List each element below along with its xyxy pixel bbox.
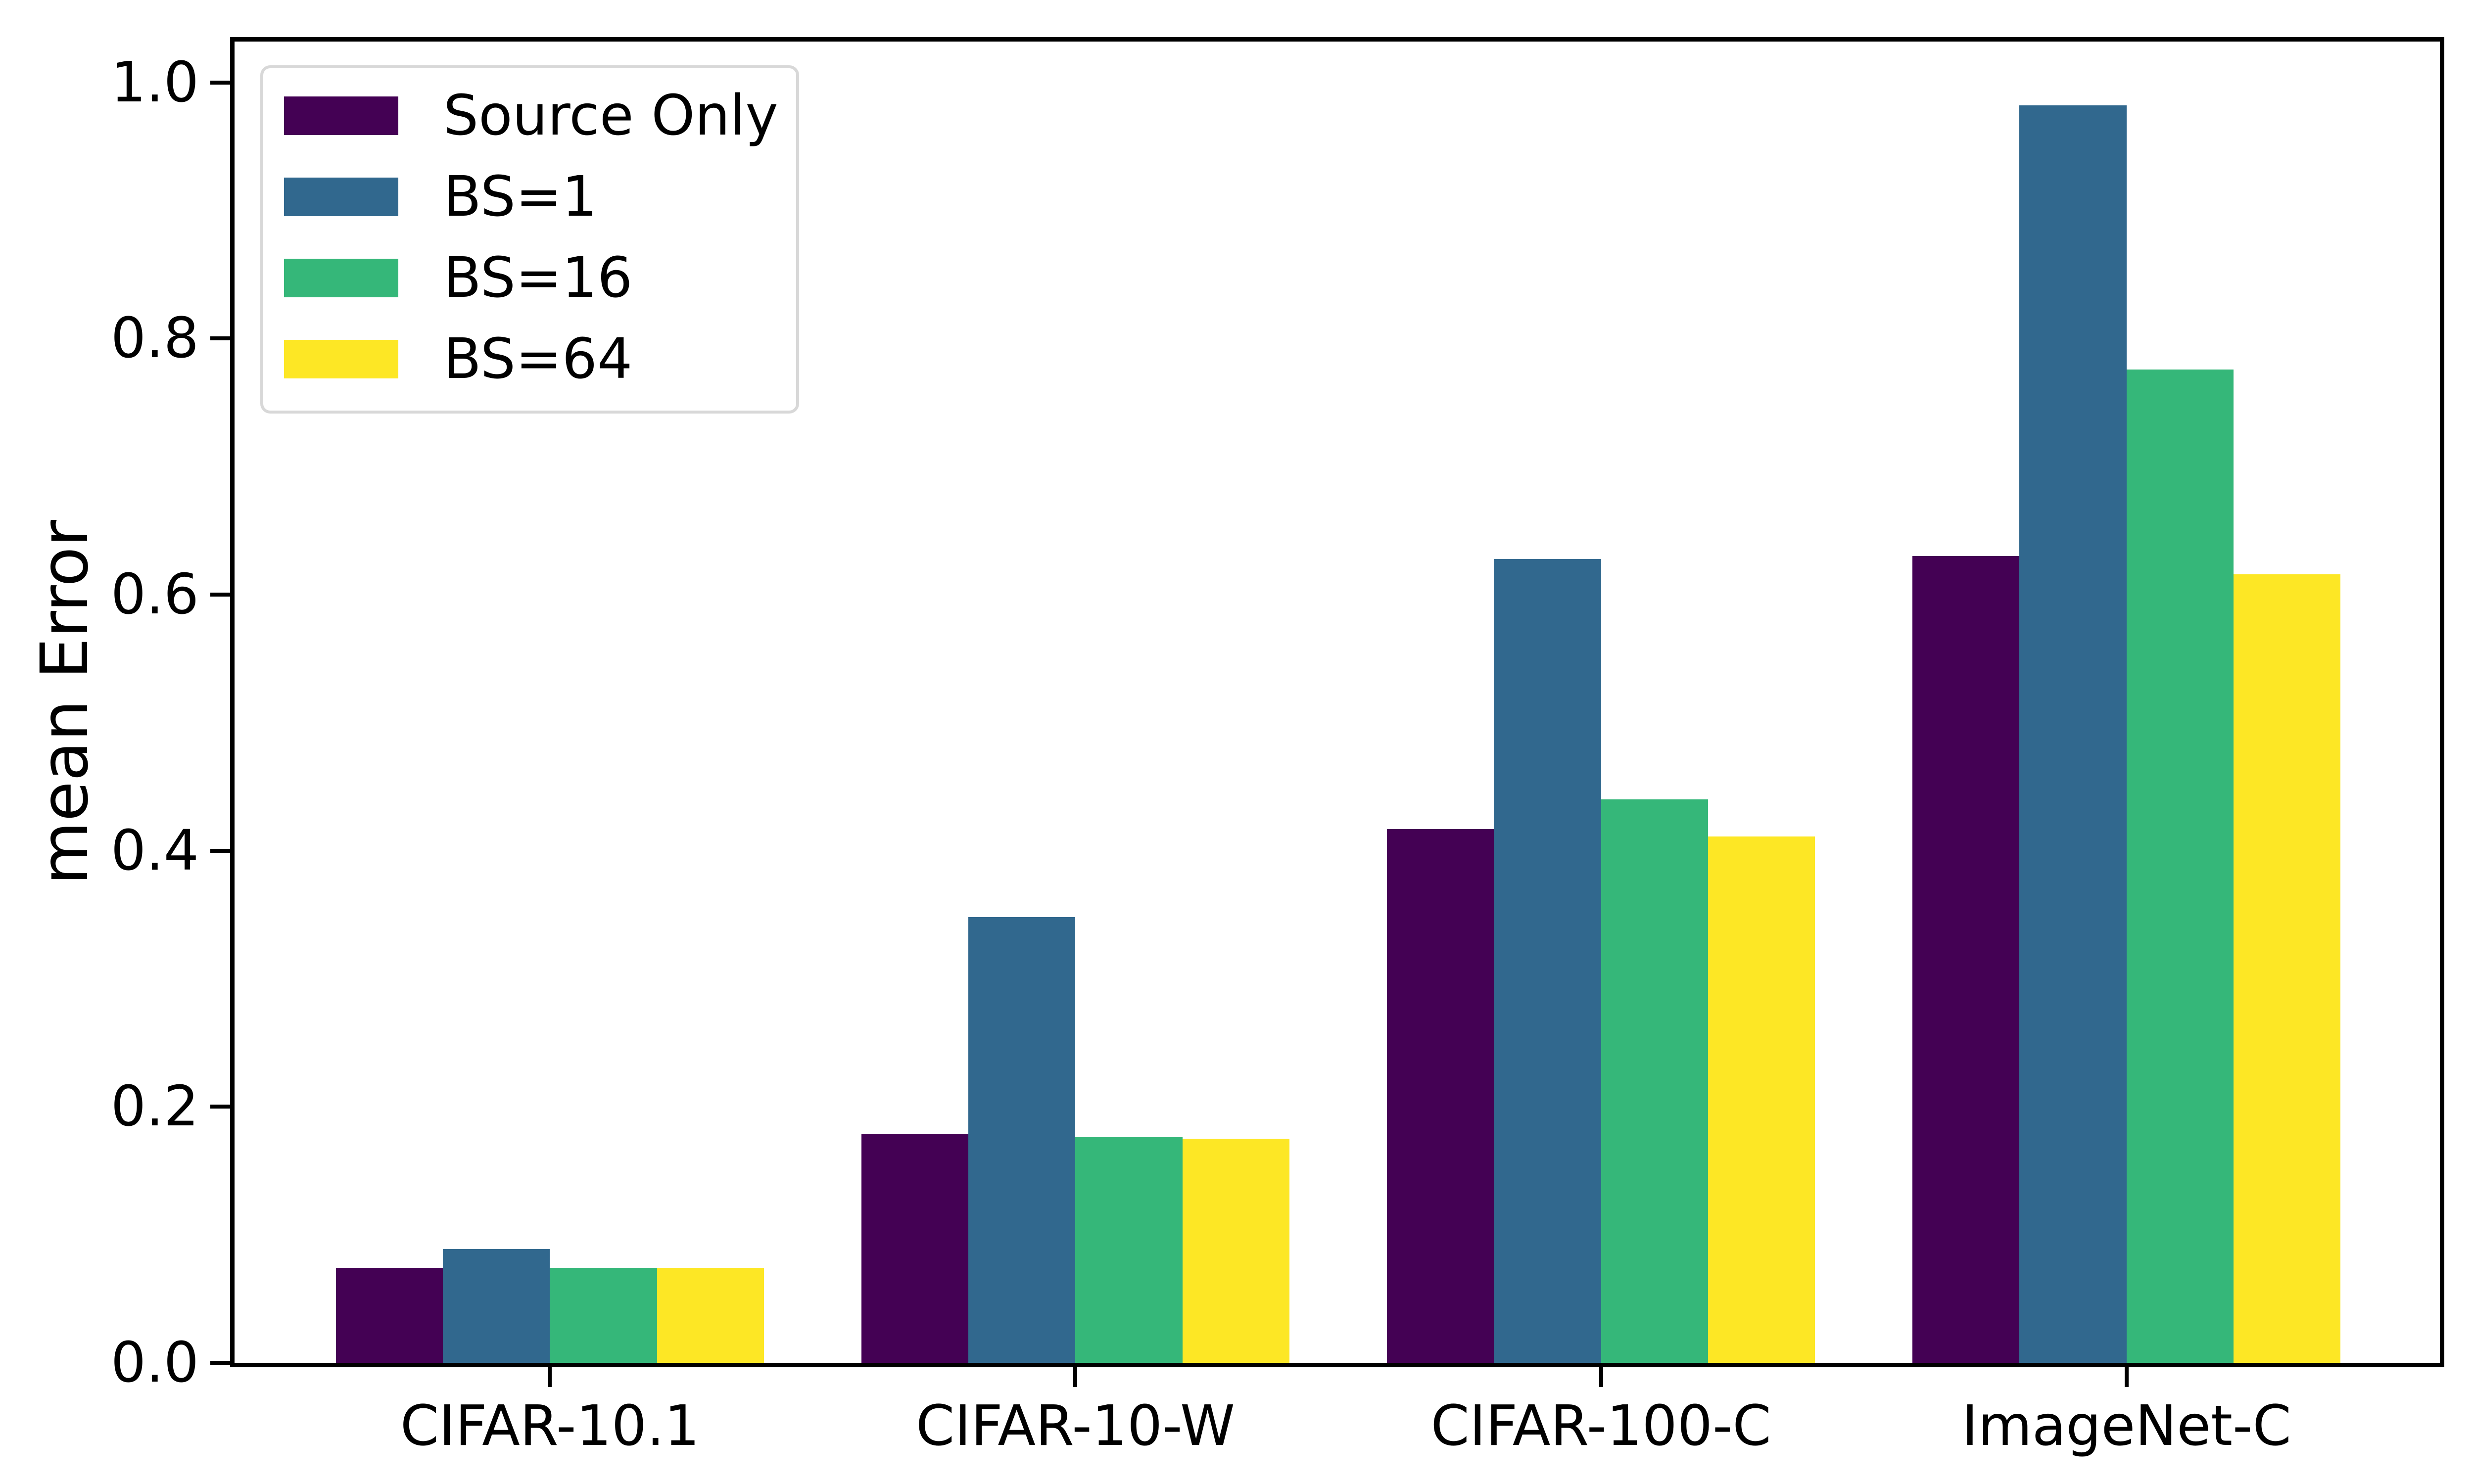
y-tick-mark-0.0 [210,1361,230,1365]
bar-cifar-10-w-source-only [861,1133,969,1363]
legend-label-bs-64: BS=64 [443,327,633,391]
bar-cifar-10-1-bs-64 [657,1268,764,1363]
legend-label-bs-16: BS=16 [443,246,633,310]
legend-swatch-source-only [284,96,398,135]
legend-label-bs-1: BS=1 [443,165,598,229]
bar-imagenet-c-bs-1 [2019,105,2127,1363]
y-tick-label-0.8: 0.8 [110,306,199,371]
y-tick-label-0.6: 0.6 [110,562,199,627]
legend-swatch-bs-64 [284,340,398,378]
bar-cifar-100-c-bs-64 [1708,836,1815,1363]
x-tick-mark-imagenet-c [2124,1367,2129,1387]
x-tick-mark-cifar-10-w [1073,1367,1078,1387]
bar-cifar-10-w-bs-1 [968,917,1076,1363]
legend: Source Only BS=1 BS=16 BS=64 [260,65,799,414]
plot-area: 0.0 0.2 0.4 0.6 0.8 1.0 CIFAR-10.1 CIFAR-10-W C… [111,37,2444,1454]
x-tick-label-cifar-100-c: CIFAR-100-C [1430,1394,1771,1458]
y-tick-label-0.0: 0.0 [110,1331,199,1395]
legend-swatch-bs-1 [284,178,398,216]
y-tick-mark-0.4 [210,848,230,853]
x-tick-mark-cifar-100-c [1599,1367,1603,1387]
bar-cifar-100-c-bs-1 [1494,558,1601,1363]
y-tick-label-0.2: 0.2 [110,1074,199,1139]
legend-entry-bs-64: BS=64 [284,319,796,400]
y-tick-mark-0.2 [210,1105,230,1109]
bar-cifar-100-c-bs-16 [1601,799,1708,1363]
bar-imagenet-c-source-only [1912,556,2020,1363]
x-tick-label-cifar-10-1: CIFAR-10.1 [400,1394,700,1458]
bar-cifar-10-1-source-only [336,1268,443,1363]
y-tick-mark-0.8 [210,336,230,341]
bar-imagenet-c-bs-64 [2233,574,2340,1363]
legend-entry-source-only: Source Only [284,75,796,156]
bar-cifar-10-1-bs-16 [550,1268,657,1363]
legend-entry-bs-1: BS=1 [284,156,796,237]
bar-cifar-10-w-bs-64 [1182,1139,1289,1363]
bar-cifar-10-w-bs-16 [1075,1137,1183,1363]
legend-label-source-only: Source Only [443,84,778,148]
x-tick-mark-cifar-10-1 [548,1367,552,1387]
y-tick-label-0.4: 0.4 [110,818,199,883]
legend-entry-bs-16: BS=16 [284,237,796,319]
y-axis-label: mean Error [27,519,103,885]
x-tick-label-cifar-10-w: CIFAR-10-W [916,1394,1235,1458]
bar-cifar-10-1-bs-1 [443,1249,550,1363]
y-tick-mark-1.0 [210,80,230,85]
y-tick-mark-0.6 [210,593,230,597]
bar-imagenet-c-bs-16 [2126,369,2234,1363]
bar-cifar-100-c-source-only [1387,829,1494,1363]
x-tick-label-imagenet-c: ImageNet-C [1961,1394,2291,1458]
legend-swatch-bs-16 [284,259,398,297]
y-tick-label-1.0: 1.0 [110,50,199,115]
